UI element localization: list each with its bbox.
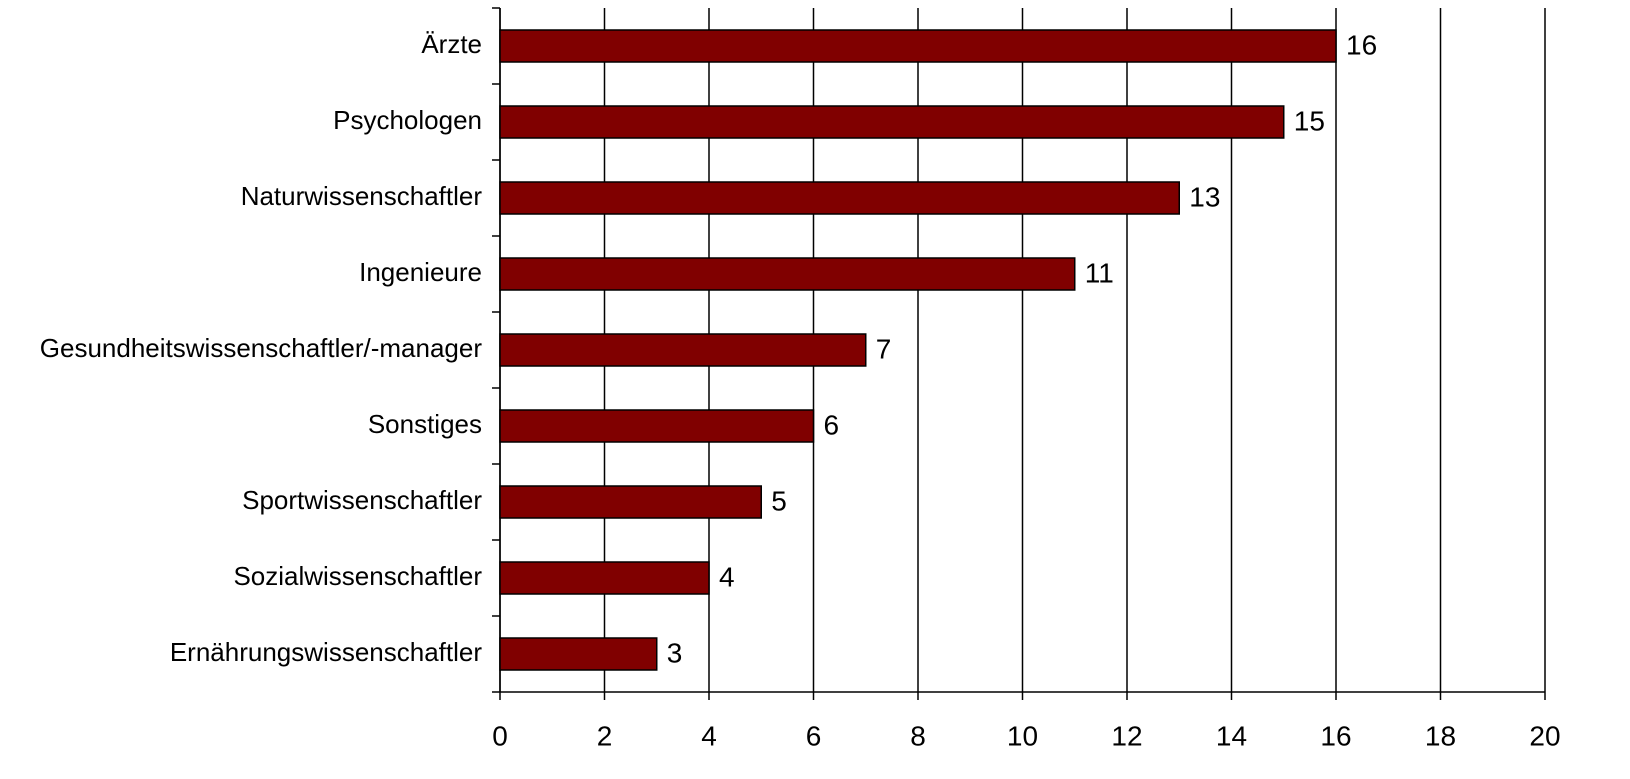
- bar: [499, 29, 1337, 63]
- y-tick-label: Psychologen: [333, 105, 482, 135]
- y-tick-label: Ernährungswissenschaftler: [170, 637, 482, 667]
- y-tick-label: Ärzte: [421, 29, 482, 59]
- data-label: 3: [667, 637, 683, 668]
- bar: [499, 105, 1285, 139]
- y-tick-label: Naturwissenschaftler: [241, 181, 483, 211]
- x-tick-label: 2: [597, 720, 613, 751]
- bar: [499, 561, 710, 595]
- data-label: 16: [1346, 29, 1377, 60]
- data-label: 13: [1189, 181, 1220, 212]
- data-label: 11: [1085, 257, 1114, 288]
- x-tick-label: 16: [1320, 720, 1351, 751]
- y-tick-label: Sportwissenschaftler: [242, 485, 482, 515]
- y-tick-label: Sonstiges: [368, 409, 482, 439]
- bar: [499, 637, 658, 671]
- data-label: 7: [876, 333, 892, 364]
- x-tick-label: 12: [1111, 720, 1142, 751]
- data-label: 6: [824, 409, 840, 440]
- x-tick-label: 20: [1529, 720, 1560, 751]
- bar: [499, 409, 815, 443]
- x-tick-label: 18: [1425, 720, 1456, 751]
- x-tick-label: 8: [910, 720, 926, 751]
- bar: [499, 181, 1180, 215]
- bar: [499, 257, 1076, 291]
- x-tick-label: 14: [1216, 720, 1247, 751]
- y-tick-label: Gesundheitswissenschaftler/-manager: [40, 333, 483, 363]
- bar: [499, 333, 867, 367]
- y-tick-label: Sozialwissenschaftler: [233, 561, 482, 591]
- data-label: 5: [771, 485, 787, 516]
- x-tick-label: 10: [1007, 720, 1038, 751]
- x-tick-label: 4: [701, 720, 717, 751]
- x-tick-label: 6: [806, 720, 822, 751]
- data-label: 15: [1294, 105, 1325, 136]
- x-tick-label: 0: [492, 720, 508, 751]
- data-label: 4: [719, 561, 735, 592]
- bar: [499, 485, 762, 519]
- y-tick-label: Ingenieure: [359, 257, 482, 287]
